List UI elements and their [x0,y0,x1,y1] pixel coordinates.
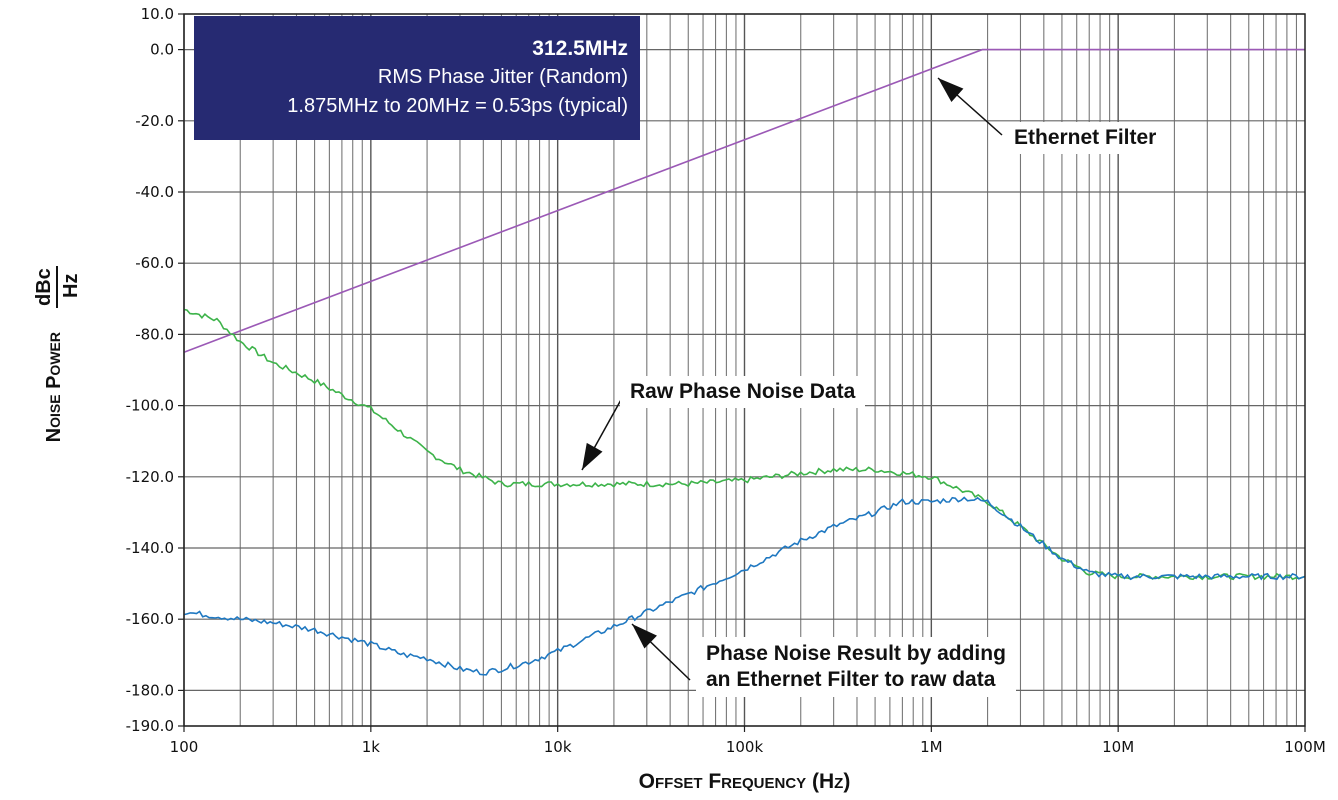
x-tick-label: 100k [726,738,764,756]
x-tick-label: 1M [920,738,943,756]
series-line [183,48,1305,353]
arrow-head [582,442,603,470]
y-tick-label: -140.0 [126,539,174,557]
callout-ethernet-filter: Ethernet Filter [1004,122,1167,154]
series-line [183,308,1306,581]
x-axis-label: Offset Frequency (Hz) [639,770,851,793]
callout-result-line-2: an Ethernet Filter to raw data [706,668,996,691]
y-tick-label: -40.0 [135,183,174,201]
series-lines [183,48,1306,676]
x-tick-label: 10M [1102,738,1134,756]
y-axis-unit-num: dBc [33,268,55,306]
info-line-2: 1.875MHz to 20MHz = 0.53ps (typical) [287,95,628,117]
y-tick-label: -80.0 [135,325,174,343]
arrow-head [938,78,964,103]
y-axis-label: Noise Power dBc Hz [33,266,82,442]
arrow-head [632,624,657,649]
callout-arrows [581,77,1003,681]
callout-result: Phase Noise Result by adding an Ethernet… [696,637,1016,697]
y-axis-label-group: Noise Power dBc Hz [33,266,82,442]
callout-raw-data-text: Raw Phase Noise Data [630,380,856,403]
y-tick-label: -100.0 [126,397,174,415]
y-tick-label: -190.0 [126,717,174,735]
y-tick-label: 10.0 [141,5,174,23]
x-tick-label: 100 [170,738,199,756]
x-tick-label: 1k [362,738,381,756]
series-line [183,496,1306,676]
jitter-info-box: 312.5MHz RMS Phase Jitter (Random) 1.875… [194,16,640,140]
callout-result-line-1: Phase Noise Result by adding [706,642,1006,665]
x-axis-ticks: 100 1k 10k 100k 1M 10M 100M [170,726,1326,756]
y-tick-label: -120.0 [126,468,174,486]
callout-raw-data: Raw Phase Noise Data [620,376,866,408]
callout-ethernet-filter-text: Ethernet Filter [1014,126,1157,149]
y-axis-unit-den: Hz [60,274,82,298]
info-frequency: 312.5MHz [532,37,628,60]
y-tick-label: 0.0 [150,41,174,59]
y-axis-ticks: 10.0 0.0 -20.0 -40.0 -60.0 -80.0 -100.0 -120.0 -… [126,5,184,735]
y-tick-label: -180.0 [126,681,174,699]
y-tick-label: -60.0 [135,254,174,272]
x-tick-label: 100M [1284,738,1326,756]
y-tick-label: -20.0 [135,112,174,130]
x-tick-label: 10k [544,738,572,756]
y-axis-title: Noise Power [43,332,65,442]
info-line-1: RMS Phase Jitter (Random) [377,66,628,88]
y-tick-label: -160.0 [126,610,174,628]
